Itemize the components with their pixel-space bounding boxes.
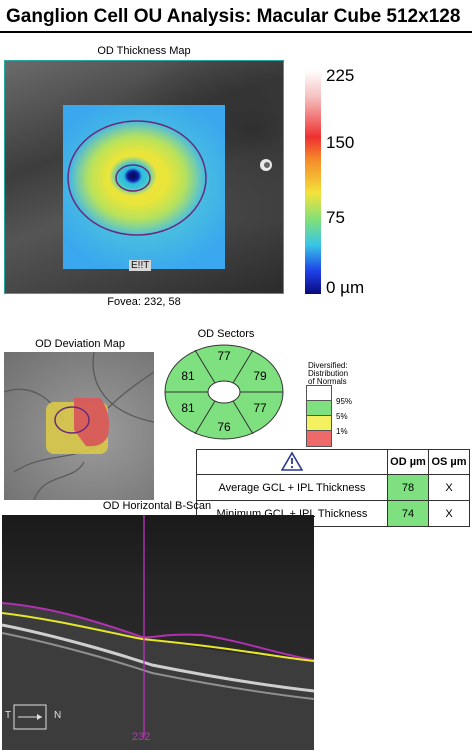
od-average-value: 78 — [387, 474, 429, 501]
orientation-right: N — [54, 710, 62, 721]
thickness-map-label: OD Thickness Map — [97, 45, 191, 57]
legend-tick-5: 5% — [336, 412, 348, 421]
colorbar-label-75: 75 — [326, 208, 345, 227]
sector-value-top: 77 — [217, 349, 231, 363]
sector-divider — [194, 400, 216, 435]
orientation-box — [13, 704, 47, 730]
results-header-row: OD µm OS µm — [196, 449, 470, 475]
ilm-boundary — [2, 602, 314, 661]
colorbar-label-150: 150 — [326, 133, 355, 152]
ellipse-outer — [67, 120, 207, 236]
gcl-boundary — [2, 612, 314, 662]
orientation-arrow-head — [37, 714, 42, 720]
legend-tick-1: 1% — [336, 427, 348, 436]
bscan-label: OD Horizontal B-Scan — [102, 500, 212, 512]
thickness-color-overlay — [63, 105, 225, 269]
bscan-graphics — [2, 515, 314, 750]
rpe-band-lower — [2, 632, 314, 700]
legend-swatch-green — [307, 401, 331, 416]
legend-swatch-white — [307, 386, 331, 401]
sectors-chart[interactable]: 77 79 77 76 81 81 — [163, 342, 285, 442]
colorbar-label-225: 225 — [326, 66, 355, 85]
sector-divider — [194, 349, 216, 384]
retina-tissue — [2, 603, 314, 750]
legend-swatch-red — [307, 431, 331, 446]
legend-title: Diversified: Distribution of Normals — [308, 362, 348, 386]
rpe-band — [2, 623, 314, 693]
title-divider — [0, 31, 472, 33]
warning-cell — [196, 449, 388, 475]
deviation-ellipse — [54, 406, 90, 434]
od-minimum-value: 74 — [387, 500, 429, 527]
page-title: Ganglion Cell OU Analysis: Macular Cube … — [6, 6, 461, 27]
vessels — [4, 352, 154, 500]
deviation-map-image[interactable] — [4, 352, 154, 500]
thickness-overlay-text: E!!T — [129, 260, 152, 271]
orientation-left: T — [5, 710, 12, 721]
row-label-average: Average GCL + IPL Thickness — [196, 474, 388, 501]
sector-value-lower-right: 77 — [253, 401, 267, 415]
legend-title-line: of Normals — [308, 377, 347, 386]
legend-tick-95: 95% — [336, 397, 353, 406]
normals-legend — [306, 385, 332, 447]
sector-value-bottom: 76 — [217, 420, 231, 434]
sector-divider — [232, 400, 254, 435]
bscan-image[interactable]: T N 232 — [2, 515, 314, 750]
os-column-header: OS µm — [428, 449, 470, 475]
sector-value-lower-left: 81 — [181, 401, 195, 415]
sectors-label: OD Sectors — [197, 328, 255, 340]
sectors-center — [207, 380, 241, 404]
bright-spot-core — [264, 162, 270, 168]
scan-position-value: 232 — [132, 731, 151, 743]
os-minimum-value: X — [428, 500, 470, 527]
legend-title-line: Diversified: — [308, 361, 348, 370]
table-row: Average GCL + IPL Thickness 78 X — [196, 474, 470, 501]
colorbar-label-0: 0 µm — [326, 278, 365, 297]
sector-value-upper-right: 79 — [253, 369, 267, 383]
thickness-map-image[interactable]: E!!T — [4, 60, 284, 294]
os-average-value: X — [428, 474, 470, 501]
deviation-map-label: OD Deviation Map — [35, 338, 125, 350]
legend-title-line: Distribution — [308, 369, 349, 378]
ellipse-inner — [115, 164, 151, 192]
thickness-colorbar — [305, 70, 321, 294]
deviation-map-graphics — [4, 352, 154, 500]
fovea-coordinates: Fovea: 232, 58 — [107, 296, 181, 308]
warning-triangle-icon — [280, 450, 304, 471]
sector-value-upper-left: 81 — [181, 369, 195, 383]
od-column-header: OD µm — [387, 449, 429, 475]
legend-swatch-yellow — [307, 416, 331, 431]
thickness-map-graphics — [67, 120, 272, 236]
sector-divider — [232, 349, 254, 384]
